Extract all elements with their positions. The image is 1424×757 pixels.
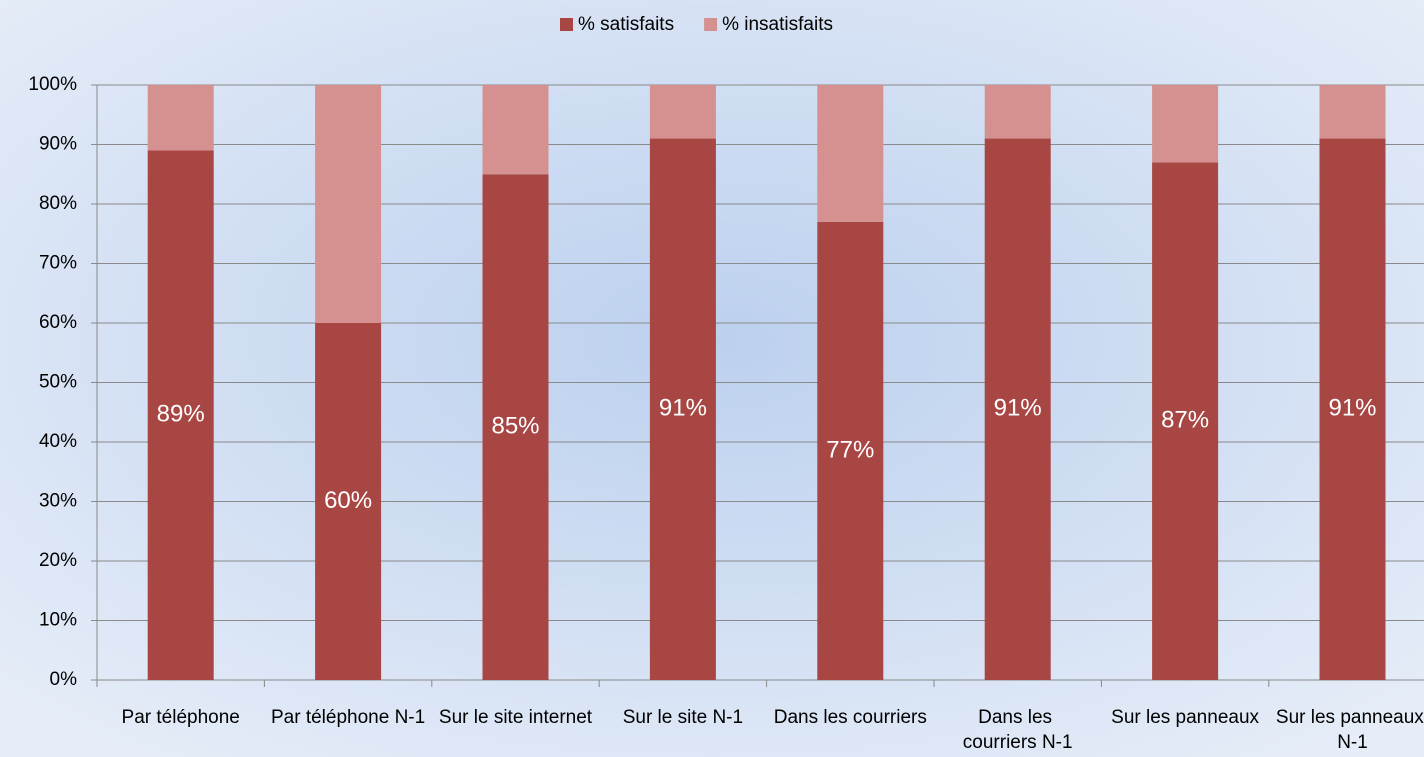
y-tick-label: 30%	[39, 491, 77, 512]
y-tick-label: 10%	[39, 610, 77, 631]
bar-segment	[147, 150, 214, 680]
legend-swatch	[560, 18, 573, 31]
bar-segment	[984, 85, 1051, 139]
x-tick-label: Sur le site internet	[439, 707, 593, 728]
x-tick-label: Par téléphone	[122, 707, 240, 728]
value-label: 91%	[659, 395, 707, 422]
bar-segment	[315, 85, 382, 323]
value-label: 87%	[1161, 407, 1209, 434]
y-tick-label: 0%	[50, 669, 78, 690]
y-tick-label: 60%	[39, 312, 77, 333]
y-tick-label: 70%	[39, 253, 77, 274]
y-tick-label: 100%	[28, 74, 77, 95]
bar-segment	[1152, 85, 1219, 163]
y-tick-label: 90%	[39, 134, 77, 155]
value-label: 85%	[491, 412, 539, 439]
x-tick-label: Par téléphone N-1	[271, 707, 425, 728]
bar-segment	[1152, 162, 1219, 681]
value-label: 91%	[1328, 395, 1376, 422]
y-tick-label: 40%	[39, 431, 77, 452]
value-label: 91%	[994, 395, 1042, 422]
legend-swatch	[704, 18, 718, 31]
legend-label: % insatisfaits	[722, 14, 833, 35]
bar-segment	[315, 323, 382, 680]
x-tick-label: Dans les courriers N-1	[963, 707, 1073, 753]
value-label: 89%	[157, 401, 205, 428]
bar-segment	[147, 85, 214, 151]
bar-segment	[482, 174, 549, 680]
x-tick-label: Sur les panneaux N-1	[1276, 707, 1424, 753]
x-tick-label: Sur les panneaux	[1111, 707, 1259, 728]
y-tick-label: 80%	[39, 193, 77, 214]
bar-segment	[984, 138, 1051, 681]
bar-segment	[817, 221, 884, 680]
bar-segment	[649, 85, 716, 139]
bar-segment	[1319, 138, 1386, 681]
legend-label: % satisfaits	[578, 14, 674, 35]
bar-segment	[1319, 85, 1386, 139]
bar-segment	[482, 85, 549, 175]
x-tick-label: Sur le site N-1	[623, 707, 743, 728]
bar-segment	[649, 138, 716, 681]
y-tick-label: 20%	[39, 550, 77, 571]
bar-segment	[817, 85, 884, 222]
y-tick-label: 50%	[39, 372, 77, 393]
value-label: 77%	[826, 436, 874, 463]
x-tick-label: Dans les courriers	[774, 707, 927, 728]
value-label: 60%	[324, 487, 372, 514]
